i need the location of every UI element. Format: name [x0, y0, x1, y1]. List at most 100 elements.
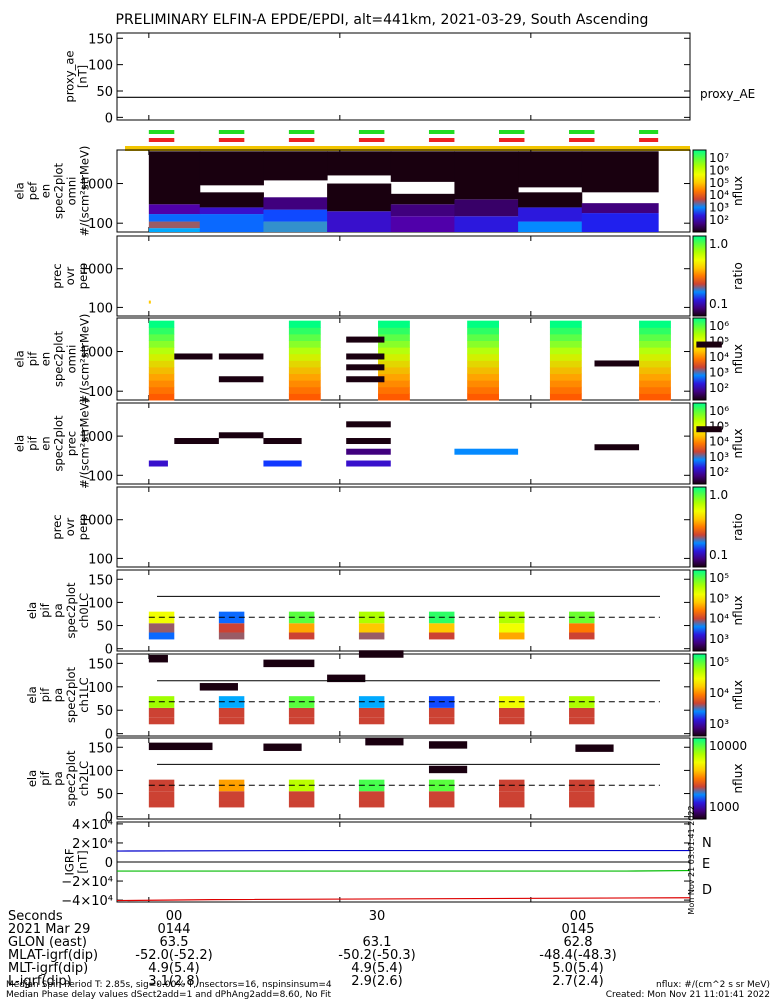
spin-bar-green	[639, 130, 659, 134]
igrf-D-line	[116, 897, 691, 902]
ion-spectrogram-cell	[467, 366, 499, 375]
pitch-angle-cell	[358, 791, 385, 801]
pitch-angle-cell	[358, 800, 385, 808]
ylabel-line: ovr	[63, 517, 77, 536]
pitch-angle-cell	[499, 791, 525, 801]
pitch-angle-cell	[218, 791, 245, 801]
colorbar-tick: 10⁵	[709, 571, 729, 585]
footer-line1: Median Spin Period T: 2.85s, sig=0.00% T…	[6, 980, 332, 990]
ytick-label: 50	[96, 620, 113, 635]
ion-spectrogram-cell	[639, 380, 671, 388]
ylabel-line: ela	[25, 686, 39, 703]
ytick-label: 1000	[80, 430, 113, 445]
ion-spectrogram-cell	[148, 380, 175, 388]
spectrogram-cell	[327, 151, 392, 176]
colorbar-omni	[692, 149, 707, 233]
spin-bar-green	[148, 130, 175, 134]
pitch-angle-flux-bar	[575, 744, 614, 752]
ylabel-line: pa	[51, 771, 65, 785]
ytick-label: 150	[88, 32, 113, 47]
ephemeris-label: GLON (east)	[8, 935, 87, 950]
ylabel-line: ovr	[63, 266, 77, 285]
ytick-label: 100	[88, 59, 113, 74]
ylabel-line: spec2plot	[52, 415, 66, 472]
ion-spectrogram-cell	[467, 380, 499, 388]
ion-prec-bar	[218, 432, 264, 439]
ylabel-line: proxy_ae	[63, 51, 77, 103]
pitch-angle-cell	[428, 623, 455, 633]
ylabel-line: spec2plot	[64, 666, 78, 723]
spin-bar-green	[428, 130, 455, 134]
ion-spectrogram-cell	[378, 373, 410, 381]
colorbar-tick: 10⁴	[709, 612, 729, 626]
spectrogram-cell	[263, 209, 328, 222]
colorbar-label: nflux	[731, 429, 745, 459]
pitch-angle-cell	[148, 632, 175, 640]
ylabel-line: #/(scm²strMeV)	[78, 314, 92, 405]
colorbar-tick: 1000	[709, 800, 740, 814]
ylabel-line: pa	[51, 603, 65, 617]
pitch-angle-cell	[358, 632, 385, 640]
spectrogram-cell	[518, 192, 583, 208]
colorbar-tick: 10⁴	[709, 188, 729, 202]
ion-flux-bar	[174, 353, 213, 360]
ytick-label: 100	[88, 217, 113, 232]
colorbar-label: nflux	[731, 176, 745, 206]
ion-flux-bar	[696, 341, 722, 348]
ion-spectrogram-cell	[378, 360, 410, 368]
pitch-angle-cell	[358, 717, 385, 725]
colorbar-label: nflux	[731, 764, 745, 794]
ephemeris-label: MLT-igrf(dip)	[8, 961, 88, 976]
colorbar-ion_prec_ovr_perp	[692, 486, 707, 568]
pitch-angle-flux-bar	[428, 741, 468, 749]
spectrogram-cell	[263, 151, 328, 181]
spectrogram-cell	[518, 221, 583, 232]
ylabel-line: spec2plot	[64, 582, 78, 639]
ion-spectrogram-cell	[639, 340, 671, 348]
colorbar-label: nflux	[731, 680, 745, 710]
ion-spectrogram-cell	[288, 320, 321, 328]
igrf-legend-D: D	[702, 883, 712, 898]
pitch-angle-cell	[569, 707, 595, 718]
ytick-label: 50	[96, 704, 113, 719]
ion-spectrogram-cell	[467, 360, 499, 368]
side-timestamp: Mon Nov 21 03:01:41 2022	[687, 805, 696, 914]
ytick-label: 1000	[80, 263, 113, 278]
ephemeris-value: -48.4(-48.3)	[539, 948, 616, 963]
pitch-angle-cell	[358, 623, 385, 633]
spectrogram-cell	[581, 151, 659, 193]
spectrogram-cell	[518, 207, 583, 222]
ion-spectrogram-cell	[467, 340, 499, 348]
pitch-angle-cell	[569, 800, 595, 808]
spectrogram-cell	[390, 216, 455, 232]
spin-bar-green	[499, 130, 525, 134]
ion-spectrogram-cell	[288, 327, 321, 335]
ion-spectrogram-cell	[378, 366, 410, 375]
ylabel-line: ch0LC	[77, 593, 91, 628]
ion-spectrogram-cell	[148, 327, 175, 335]
ylabel-line: en	[39, 436, 53, 450]
ylabel-line: omni	[65, 345, 79, 374]
ephemeris-value: 2.9(2.6)	[351, 974, 403, 989]
pitch-angle-flux-bar	[263, 743, 302, 751]
spin-bar-red	[499, 138, 525, 142]
colorbar-ion_omni	[692, 317, 707, 401]
ylabel-line: prec	[50, 514, 64, 539]
ylabel-line: ch2LC	[77, 761, 91, 796]
spectrogram-cell	[454, 216, 519, 232]
ion-spectrogram-cell	[378, 340, 410, 348]
ion-spectrogram-cell	[549, 333, 582, 341]
ion-spectrogram-cell	[467, 327, 499, 335]
ion-spectrogram-cell	[288, 386, 321, 394]
ion-spectrogram-cell	[288, 393, 321, 401]
pitch-angle-cell	[288, 800, 315, 808]
pitch-angle-flux-bar	[365, 738, 404, 746]
ytick-label: 50	[96, 85, 113, 100]
pitch-angle-cell	[499, 800, 525, 808]
footer-nflux-unit: nflux: #/(cm^2 s sr MeV)	[656, 980, 770, 990]
spectrogram-cell	[199, 214, 264, 232]
ion-spectrogram-cell	[549, 373, 582, 381]
ylabel-line: en	[39, 352, 53, 366]
